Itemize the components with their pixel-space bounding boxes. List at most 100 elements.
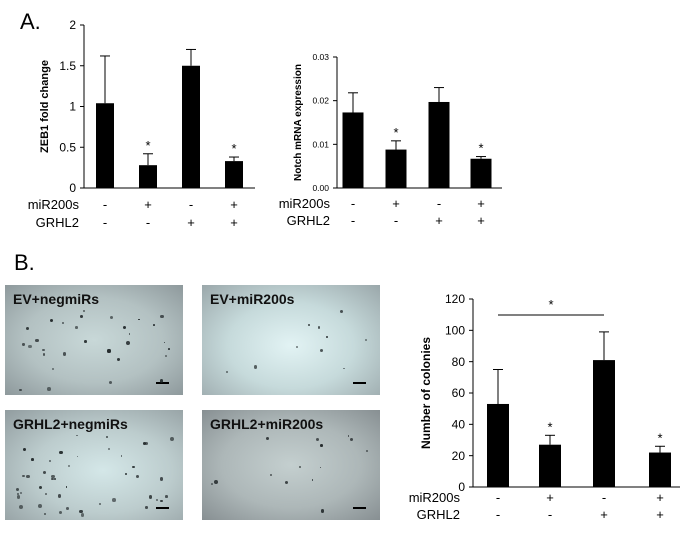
colony-dot bbox=[156, 498, 159, 502]
condition-sign-grhl2: - bbox=[351, 213, 355, 228]
scale-bar bbox=[353, 382, 366, 384]
colony-dot bbox=[311, 479, 314, 481]
colony-dot bbox=[213, 479, 218, 484]
colony-dot bbox=[76, 455, 79, 458]
y-tick-label: 1.5 bbox=[59, 59, 76, 73]
colony-dot bbox=[124, 472, 127, 475]
colony-dot bbox=[16, 495, 21, 500]
colony-dot bbox=[62, 322, 65, 325]
condition-sign-mir200s: + bbox=[144, 197, 152, 212]
y-tick-label: 0.02 bbox=[312, 96, 329, 106]
panel-a-label: A. bbox=[20, 9, 41, 34]
colony-dot bbox=[165, 495, 168, 498]
condition-row-label-mir200s: miR200s bbox=[279, 196, 331, 211]
condition-sign-grhl2: + bbox=[435, 213, 443, 228]
y-tick-label: 2 bbox=[69, 18, 76, 32]
colony-dot bbox=[364, 338, 367, 342]
colony-dot bbox=[83, 310, 86, 313]
colony-dot bbox=[169, 436, 174, 441]
colony-dot bbox=[132, 465, 135, 468]
colony-dot bbox=[145, 506, 148, 509]
colony-dot bbox=[31, 458, 34, 461]
colony-dot bbox=[42, 470, 47, 475]
condition-sign-grhl2: - bbox=[146, 215, 150, 230]
colony-dot bbox=[19, 491, 23, 495]
y-tick-label: 0.01 bbox=[312, 139, 329, 149]
colony-dot bbox=[84, 340, 87, 343]
condition-sign-grhl2: - bbox=[548, 507, 552, 522]
colony-dot bbox=[98, 503, 101, 506]
colony-dot bbox=[19, 388, 22, 392]
y-axis-label: Number of colonies bbox=[419, 337, 433, 449]
colony-dot bbox=[270, 473, 273, 476]
colony-dot bbox=[123, 326, 127, 330]
bar bbox=[182, 65, 200, 188]
colony-dot bbox=[16, 493, 19, 496]
colony-dot bbox=[226, 370, 229, 373]
colony-dot bbox=[168, 348, 170, 350]
colony-dot bbox=[148, 495, 153, 499]
condition-sign-mir200s: - bbox=[602, 490, 606, 505]
condition-sign-mir200s: + bbox=[230, 197, 238, 212]
colony-dot bbox=[47, 387, 51, 391]
colony-dot bbox=[22, 343, 25, 346]
colony-dot bbox=[160, 314, 164, 319]
y-tick-label: 80 bbox=[452, 355, 466, 369]
colony-dot bbox=[75, 326, 78, 329]
condition-sign-grhl2: - bbox=[394, 213, 398, 228]
colony-dot bbox=[319, 466, 322, 469]
micrograph-ev-mir200s: EV+miR200s bbox=[202, 285, 380, 395]
colony-dot bbox=[49, 318, 53, 322]
colony-dot bbox=[317, 325, 321, 329]
y-tick-label: 0 bbox=[458, 480, 465, 494]
colony-dot bbox=[57, 494, 62, 499]
colony-dot bbox=[39, 486, 43, 490]
colony-dot bbox=[80, 513, 84, 517]
condition-sign-grhl2: + bbox=[187, 215, 195, 230]
colony-dot bbox=[325, 335, 328, 338]
micrograph-label: GRHL2+negmiRs bbox=[13, 416, 128, 432]
colony-dot bbox=[26, 326, 30, 330]
y-tick-label: 40 bbox=[452, 418, 466, 432]
colony-dot bbox=[51, 474, 55, 478]
condition-sign-mir200s: - bbox=[189, 197, 193, 212]
condition-sign-mir200s: + bbox=[656, 490, 664, 505]
y-tick-label: 0 bbox=[69, 181, 76, 195]
colony-dot bbox=[48, 459, 52, 463]
colony-dot bbox=[43, 513, 46, 516]
colony-dot bbox=[59, 450, 63, 455]
significance-star: * bbox=[231, 141, 236, 156]
colony-dot bbox=[116, 357, 120, 361]
micrograph-grhl2-negmirs: GRHL2+negmiRs bbox=[5, 410, 183, 520]
condition-sign-grhl2: - bbox=[496, 507, 500, 522]
colony-dot bbox=[160, 499, 163, 503]
colony-dot bbox=[15, 487, 19, 491]
colony-dot bbox=[42, 353, 46, 356]
colony-dot bbox=[21, 474, 25, 478]
y-tick-label: 0.00 bbox=[312, 183, 329, 193]
bar bbox=[385, 149, 407, 188]
colony-dot bbox=[315, 438, 319, 442]
colony-dot bbox=[107, 349, 111, 353]
colony-dot bbox=[67, 464, 70, 467]
bar bbox=[593, 360, 615, 487]
condition-sign-grhl2: + bbox=[230, 215, 238, 230]
condition-row-label-mir200s: miR200s bbox=[409, 490, 461, 505]
y-tick-label: 1 bbox=[69, 100, 76, 114]
colony-dot bbox=[339, 309, 343, 314]
condition-sign-mir200s: - bbox=[437, 196, 441, 211]
scale-bar bbox=[156, 507, 169, 509]
colony-dot bbox=[128, 333, 131, 335]
colony-dot bbox=[350, 437, 354, 441]
bar bbox=[487, 403, 509, 487]
colony-dot bbox=[76, 434, 78, 437]
condition-row-label-grhl2: GRHL2 bbox=[417, 507, 460, 522]
colony-dot bbox=[159, 379, 164, 383]
condition-sign-mir200s: + bbox=[392, 196, 400, 211]
colony-dot bbox=[320, 509, 325, 513]
y-tick-label: 0.03 bbox=[312, 52, 329, 62]
colony-dot bbox=[112, 498, 116, 502]
y-tick-label: 60 bbox=[452, 386, 466, 400]
micrograph-label: GRHL2+miR200s bbox=[210, 416, 324, 432]
colony-dot bbox=[296, 346, 298, 348]
